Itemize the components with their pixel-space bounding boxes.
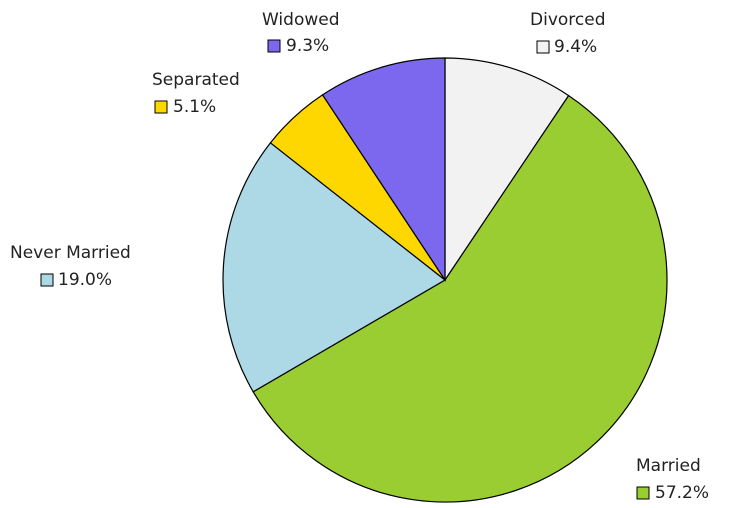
pie-slice	[222, 141, 447, 393]
value-label: 5.1%	[173, 97, 216, 117]
slice-label: Separated	[152, 70, 240, 90]
value-label: 19.0%	[58, 270, 112, 290]
legend-swatch	[267, 39, 281, 53]
slice-label: Never Married	[10, 243, 131, 263]
legend-swatch	[636, 486, 650, 500]
slice-label: Divorced	[530, 10, 606, 30]
pie-slice	[252, 94, 668, 503]
legend-swatch	[536, 40, 550, 54]
value-label: 9.4%	[554, 37, 597, 57]
legend-swatch	[40, 273, 54, 287]
pie-slice	[444, 57, 570, 282]
slice-label: Widowed	[262, 10, 340, 30]
slice-label: Married	[636, 456, 701, 476]
value-label: 57.2%	[655, 483, 709, 503]
value-label: 9.3%	[286, 36, 329, 56]
legend-swatch	[154, 100, 168, 114]
pie-slice	[321, 57, 446, 282]
